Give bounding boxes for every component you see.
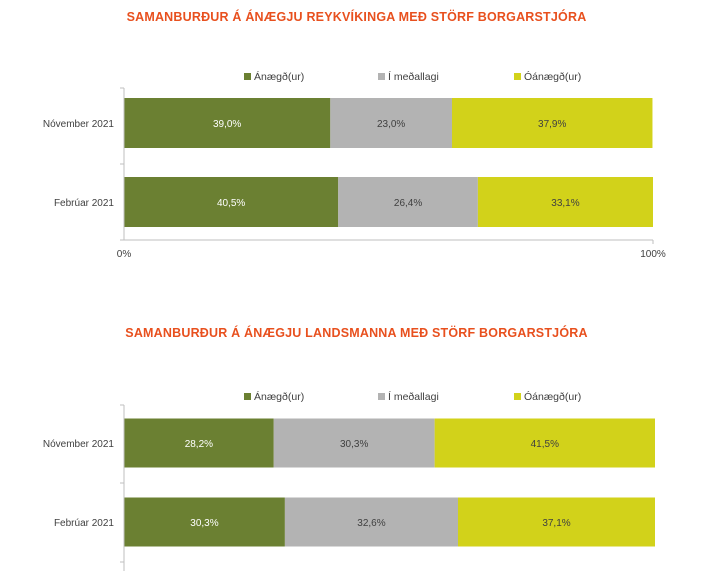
- legend-swatch-3: [514, 393, 521, 400]
- data-label-1-1: 39,0%: [213, 119, 241, 130]
- bar-2-3: [477, 177, 653, 227]
- category-label-2: Febrúar 2021: [54, 518, 114, 529]
- category-label-2: Febrúar 2021: [54, 198, 114, 209]
- bar-1-3: [451, 98, 653, 148]
- data-label-2-1: 40,5%: [217, 198, 245, 209]
- legend-label-1: Ánægð(ur): [254, 390, 304, 403]
- data-label-2-3: 33,1%: [551, 198, 579, 209]
- legend-swatch-2: [378, 393, 385, 400]
- data-label-2-2: 26,4%: [394, 198, 422, 209]
- bar-1-1: [124, 418, 274, 468]
- category-label-1: Nóvember 2021: [43, 119, 115, 130]
- legend-swatch-1: [244, 73, 251, 80]
- data-label-2-2: 32,6%: [357, 518, 385, 529]
- chart-1-title: SAMANBURÐUR Á ÁNÆGJU REYKVÍKINGA MEÐ STÖ…: [126, 10, 587, 24]
- data-label-1-2: 23,0%: [377, 119, 405, 130]
- bar-1-2: [330, 98, 452, 148]
- bar-1-3: [434, 418, 655, 468]
- bar-2-1: [124, 177, 339, 227]
- legend-label-3: Óánægð(ur): [524, 70, 581, 83]
- bar-2-2: [338, 177, 478, 227]
- bar-1-1: [124, 98, 331, 148]
- data-label-2-1: 30,3%: [190, 518, 218, 529]
- data-label-1-3: 41,5%: [531, 439, 559, 450]
- legend-swatch-3: [514, 73, 521, 80]
- legend-label-2: Í meðallagi: [388, 70, 439, 83]
- data-label-1-2: 30,3%: [340, 439, 368, 450]
- chart-2-title: SAMANBURÐUR Á ÁNÆGJU LANDSMANNA MEÐ STÖR…: [125, 326, 588, 340]
- legend-swatch-1: [244, 393, 251, 400]
- bar-2-2: [284, 497, 458, 547]
- x-tick-label-1: 0%: [117, 249, 132, 260]
- legend-swatch-2: [378, 73, 385, 80]
- legend-label-3: Óánægð(ur): [524, 390, 581, 403]
- bar-2-1: [124, 497, 285, 547]
- chart-1: Ánægð(ur) Í meðallagi Óánægð(ur) 39,0% 23,0%…: [43, 70, 666, 260]
- bar-2-3: [457, 497, 655, 547]
- data-label-1-3: 37,9%: [538, 119, 566, 130]
- bar-1-2: [273, 418, 435, 468]
- legend-label-1: Ánægð(ur): [254, 70, 304, 83]
- data-label-2-3: 37,1%: [542, 518, 570, 529]
- data-label-1-1: 28,2%: [185, 439, 213, 450]
- legend-label-2: Í meðallagi: [388, 390, 439, 403]
- category-label-1: Nóvember 2021: [43, 439, 115, 450]
- x-tick-label-2: 100%: [640, 249, 666, 260]
